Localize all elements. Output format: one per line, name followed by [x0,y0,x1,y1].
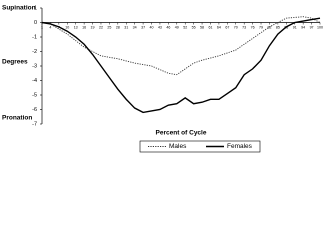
y-tick-label: -4 [32,78,37,84]
y-tick-label: 0 [34,20,37,26]
y-tick-label: -2 [32,49,37,55]
x-tick-label: 40 [150,25,154,29]
y-label-mid: Degrees [2,59,28,66]
y-label-bottom: Pronation [2,115,32,122]
series-line [41,16,321,76]
chart: Supination Degrees Pronation Percent of … [2,5,323,153]
x-tick-label: 37 [141,25,145,29]
y-tick-label: 1 [34,5,37,11]
x-tick-label: 46 [166,25,170,29]
x-tick-label: 82 [267,25,271,29]
y-tick-label: -6 [32,107,37,113]
x-tick-label: 43 [158,25,162,29]
x-tick-label: 85 [276,25,280,29]
x-tick-label: 49 [175,25,179,29]
legend-box [139,140,261,153]
legend-label: Males [169,143,187,150]
x-tick-label: 79 [259,25,263,29]
x-tick-label: 10 [65,25,69,29]
x-tick-label: 19 [91,25,95,29]
x-tick-label: 25 [107,25,111,29]
x-tick-label: 22 [99,25,103,29]
legend-label: Females [227,143,253,150]
x-tick-label: 67 [225,25,229,29]
x-tick-label: 76 [251,25,255,29]
x-tick-label: 70 [234,25,238,29]
x-tick-label: 52 [183,25,187,29]
x-tick-label: 64 [217,25,221,29]
y-tick-label: -7 [32,121,37,127]
series-line [41,17,321,114]
x-tick-label: 16 [82,25,86,29]
y-label-top: Supination [2,5,36,12]
x-tick-label: 94 [301,25,305,29]
x-tick-label: 97 [310,25,314,29]
x-tick-label: 91 [293,25,297,29]
x-tick-label: 55 [192,25,196,29]
x-tick-label: 58 [200,25,204,29]
x-tick-label: 34 [133,25,137,29]
x-tick-label: 13 [74,25,78,29]
x-tick-label: 100 [317,25,323,29]
y-tick-label: -1 [32,34,37,40]
x-tick-label: 73 [242,25,246,29]
x-axis-title: Percent of Cycle [156,130,207,137]
x-tick-label: 1 [41,25,43,29]
x-tick-label: 28 [116,25,120,29]
x-tick-label: 61 [208,25,212,29]
y-tick-label: -5 [32,92,37,98]
y-tick-label: -3 [32,63,37,69]
x-tick-label: 4 [49,25,51,29]
x-tick-label: 31 [124,25,128,29]
